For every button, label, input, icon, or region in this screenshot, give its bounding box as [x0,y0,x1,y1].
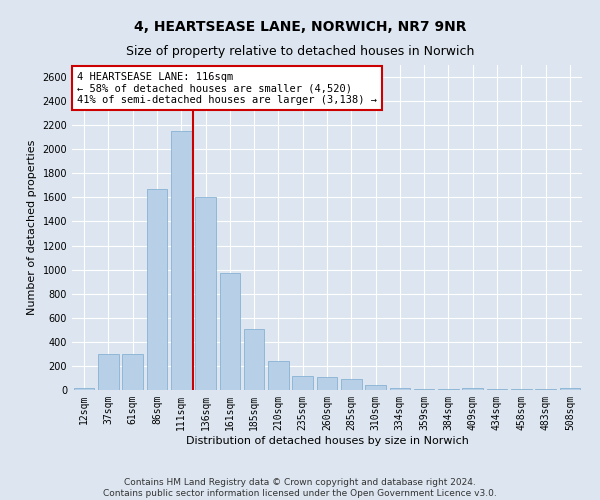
Bar [560,388,580,390]
Bar [463,388,483,390]
Text: Contains HM Land Registry data © Crown copyright and database right 2024.
Contai: Contains HM Land Registry data © Crown c… [103,478,497,498]
Bar [146,189,167,390]
Bar [341,378,362,390]
Bar [268,360,289,390]
Text: Size of property relative to detached houses in Norwich: Size of property relative to detached ho… [126,45,474,58]
Bar [438,389,459,390]
Bar [244,328,265,390]
Text: 4 HEARTSEASE LANE: 116sqm
← 58% of detached houses are smaller (4,520)
41% of se: 4 HEARTSEASE LANE: 116sqm ← 58% of detac… [77,72,377,104]
X-axis label: Distribution of detached houses by size in Norwich: Distribution of detached houses by size … [185,436,469,446]
Bar [74,388,94,390]
Bar [365,385,386,390]
Bar [487,389,508,390]
Bar [171,131,191,390]
Y-axis label: Number of detached properties: Number of detached properties [27,140,37,315]
Bar [317,377,337,390]
Bar [389,388,410,390]
Bar [98,354,119,390]
Bar [122,354,143,390]
Bar [292,376,313,390]
Bar [220,273,240,390]
Bar [195,198,216,390]
Bar [414,389,434,390]
Text: 4, HEARTSEASE LANE, NORWICH, NR7 9NR: 4, HEARTSEASE LANE, NORWICH, NR7 9NR [134,20,466,34]
